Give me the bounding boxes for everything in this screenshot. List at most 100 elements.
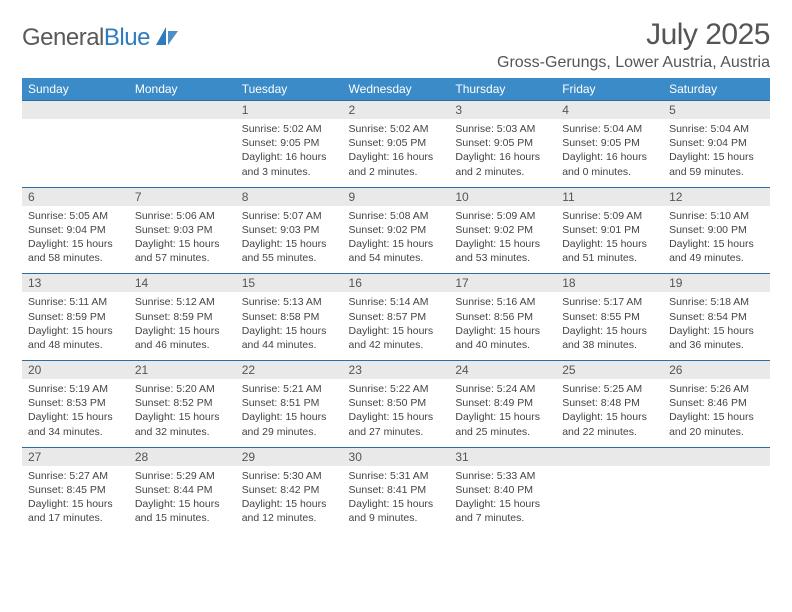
daylight-text: Daylight: 15 hours and 9 minutes.	[349, 497, 444, 525]
sunset-text: Sunset: 9:05 PM	[242, 136, 337, 150]
sunset-text: Sunset: 9:01 PM	[562, 223, 657, 237]
sunset-text: Sunset: 8:51 PM	[242, 396, 337, 410]
day-body-cell: Sunrise: 5:21 AMSunset: 8:51 PMDaylight:…	[236, 379, 343, 447]
sunrise-text: Sunrise: 5:31 AM	[349, 469, 444, 483]
weekday-header: Sunday	[22, 78, 129, 101]
sunrise-text: Sunrise: 5:30 AM	[242, 469, 337, 483]
day-number-cell: 25	[556, 361, 663, 380]
day-body-cell: Sunrise: 5:05 AMSunset: 9:04 PMDaylight:…	[22, 206, 129, 274]
sunset-text: Sunset: 8:53 PM	[28, 396, 123, 410]
day-body-cell: Sunrise: 5:08 AMSunset: 9:02 PMDaylight:…	[343, 206, 450, 274]
day-number-cell: 30	[343, 447, 450, 466]
daylight-text: Daylight: 15 hours and 59 minutes.	[669, 150, 764, 178]
day-number-cell: 1	[236, 101, 343, 120]
sunset-text: Sunset: 8:55 PM	[562, 310, 657, 324]
day-body-cell: Sunrise: 5:03 AMSunset: 9:05 PMDaylight:…	[449, 119, 556, 187]
sunrise-text: Sunrise: 5:17 AM	[562, 295, 657, 309]
sunset-text: Sunset: 9:00 PM	[669, 223, 764, 237]
sunrise-text: Sunrise: 5:33 AM	[455, 469, 550, 483]
day-body-cell: Sunrise: 5:04 AMSunset: 9:04 PMDaylight:…	[663, 119, 770, 187]
weekday-header: Thursday	[449, 78, 556, 101]
daylight-text: Daylight: 15 hours and 7 minutes.	[455, 497, 550, 525]
day-number-cell: 23	[343, 361, 450, 380]
daylight-text: Daylight: 15 hours and 32 minutes.	[135, 410, 230, 438]
sunrise-text: Sunrise: 5:26 AM	[669, 382, 764, 396]
weekday-header: Friday	[556, 78, 663, 101]
weekday-header: Monday	[129, 78, 236, 101]
day-number-row: 6789101112	[22, 187, 770, 206]
day-number-cell	[556, 447, 663, 466]
day-number-cell: 8	[236, 187, 343, 206]
sunset-text: Sunset: 9:03 PM	[135, 223, 230, 237]
day-body-cell: Sunrise: 5:09 AMSunset: 9:02 PMDaylight:…	[449, 206, 556, 274]
day-body-cell: Sunrise: 5:17 AMSunset: 8:55 PMDaylight:…	[556, 292, 663, 360]
daylight-text: Daylight: 15 hours and 48 minutes.	[28, 324, 123, 352]
day-body-row: Sunrise: 5:27 AMSunset: 8:45 PMDaylight:…	[22, 466, 770, 534]
day-body-cell: Sunrise: 5:09 AMSunset: 9:01 PMDaylight:…	[556, 206, 663, 274]
title-location: Gross-Gerungs, Lower Austria, Austria	[497, 54, 770, 72]
day-body-cell: Sunrise: 5:11 AMSunset: 8:59 PMDaylight:…	[22, 292, 129, 360]
day-body-cell: Sunrise: 5:10 AMSunset: 9:00 PMDaylight:…	[663, 206, 770, 274]
day-body-cell: Sunrise: 5:16 AMSunset: 8:56 PMDaylight:…	[449, 292, 556, 360]
sunrise-text: Sunrise: 5:12 AM	[135, 295, 230, 309]
sunrise-text: Sunrise: 5:16 AM	[455, 295, 550, 309]
day-number-cell: 18	[556, 274, 663, 293]
day-body-cell: Sunrise: 5:14 AMSunset: 8:57 PMDaylight:…	[343, 292, 450, 360]
sunset-text: Sunset: 8:50 PM	[349, 396, 444, 410]
sunrise-text: Sunrise: 5:02 AM	[242, 122, 337, 136]
day-number-cell: 29	[236, 447, 343, 466]
logo-sail-icon	[154, 25, 180, 52]
day-body-cell: Sunrise: 5:31 AMSunset: 8:41 PMDaylight:…	[343, 466, 450, 534]
daylight-text: Daylight: 15 hours and 46 minutes.	[135, 324, 230, 352]
day-body-cell: Sunrise: 5:02 AMSunset: 9:05 PMDaylight:…	[236, 119, 343, 187]
daylight-text: Daylight: 16 hours and 3 minutes.	[242, 150, 337, 178]
day-body-cell: Sunrise: 5:04 AMSunset: 9:05 PMDaylight:…	[556, 119, 663, 187]
day-body-cell: Sunrise: 5:20 AMSunset: 8:52 PMDaylight:…	[129, 379, 236, 447]
day-body-cell: Sunrise: 5:18 AMSunset: 8:54 PMDaylight:…	[663, 292, 770, 360]
sunrise-text: Sunrise: 5:05 AM	[28, 209, 123, 223]
calendar-table: Sunday Monday Tuesday Wednesday Thursday…	[22, 78, 770, 534]
daylight-text: Daylight: 15 hours and 55 minutes.	[242, 237, 337, 265]
sunset-text: Sunset: 8:49 PM	[455, 396, 550, 410]
day-number-cell: 13	[22, 274, 129, 293]
title-month: July 2025	[497, 18, 770, 52]
sunrise-text: Sunrise: 5:11 AM	[28, 295, 123, 309]
day-number-cell	[129, 101, 236, 120]
sunset-text: Sunset: 8:42 PM	[242, 483, 337, 497]
day-body-cell: Sunrise: 5:19 AMSunset: 8:53 PMDaylight:…	[22, 379, 129, 447]
daylight-text: Daylight: 16 hours and 2 minutes.	[455, 150, 550, 178]
sunset-text: Sunset: 8:48 PM	[562, 396, 657, 410]
daylight-text: Daylight: 15 hours and 42 minutes.	[349, 324, 444, 352]
day-number-cell: 21	[129, 361, 236, 380]
day-number-cell: 22	[236, 361, 343, 380]
day-body-cell: Sunrise: 5:29 AMSunset: 8:44 PMDaylight:…	[129, 466, 236, 534]
day-body-cell	[663, 466, 770, 534]
day-body-cell	[556, 466, 663, 534]
sunset-text: Sunset: 9:05 PM	[455, 136, 550, 150]
sunset-text: Sunset: 8:40 PM	[455, 483, 550, 497]
sunset-text: Sunset: 8:52 PM	[135, 396, 230, 410]
daylight-text: Daylight: 15 hours and 36 minutes.	[669, 324, 764, 352]
sunset-text: Sunset: 8:57 PM	[349, 310, 444, 324]
daylight-text: Daylight: 15 hours and 12 minutes.	[242, 497, 337, 525]
day-number-cell: 10	[449, 187, 556, 206]
weekday-header: Wednesday	[343, 78, 450, 101]
sunrise-text: Sunrise: 5:21 AM	[242, 382, 337, 396]
sunset-text: Sunset: 9:04 PM	[28, 223, 123, 237]
daylight-text: Daylight: 15 hours and 20 minutes.	[669, 410, 764, 438]
sunset-text: Sunset: 8:56 PM	[455, 310, 550, 324]
daylight-text: Daylight: 15 hours and 15 minutes.	[135, 497, 230, 525]
day-body-cell: Sunrise: 5:24 AMSunset: 8:49 PMDaylight:…	[449, 379, 556, 447]
day-body-cell: Sunrise: 5:06 AMSunset: 9:03 PMDaylight:…	[129, 206, 236, 274]
sunset-text: Sunset: 8:59 PM	[28, 310, 123, 324]
sunset-text: Sunset: 8:44 PM	[135, 483, 230, 497]
sunrise-text: Sunrise: 5:14 AM	[349, 295, 444, 309]
daylight-text: Daylight: 15 hours and 27 minutes.	[349, 410, 444, 438]
weekday-header: Saturday	[663, 78, 770, 101]
day-number-cell: 20	[22, 361, 129, 380]
daylight-text: Daylight: 15 hours and 51 minutes.	[562, 237, 657, 265]
page-header: GeneralBlue July 2025 Gross-Gerungs, Low…	[22, 18, 770, 72]
daylight-text: Daylight: 15 hours and 38 minutes.	[562, 324, 657, 352]
day-number-row: 2728293031	[22, 447, 770, 466]
day-number-cell: 2	[343, 101, 450, 120]
